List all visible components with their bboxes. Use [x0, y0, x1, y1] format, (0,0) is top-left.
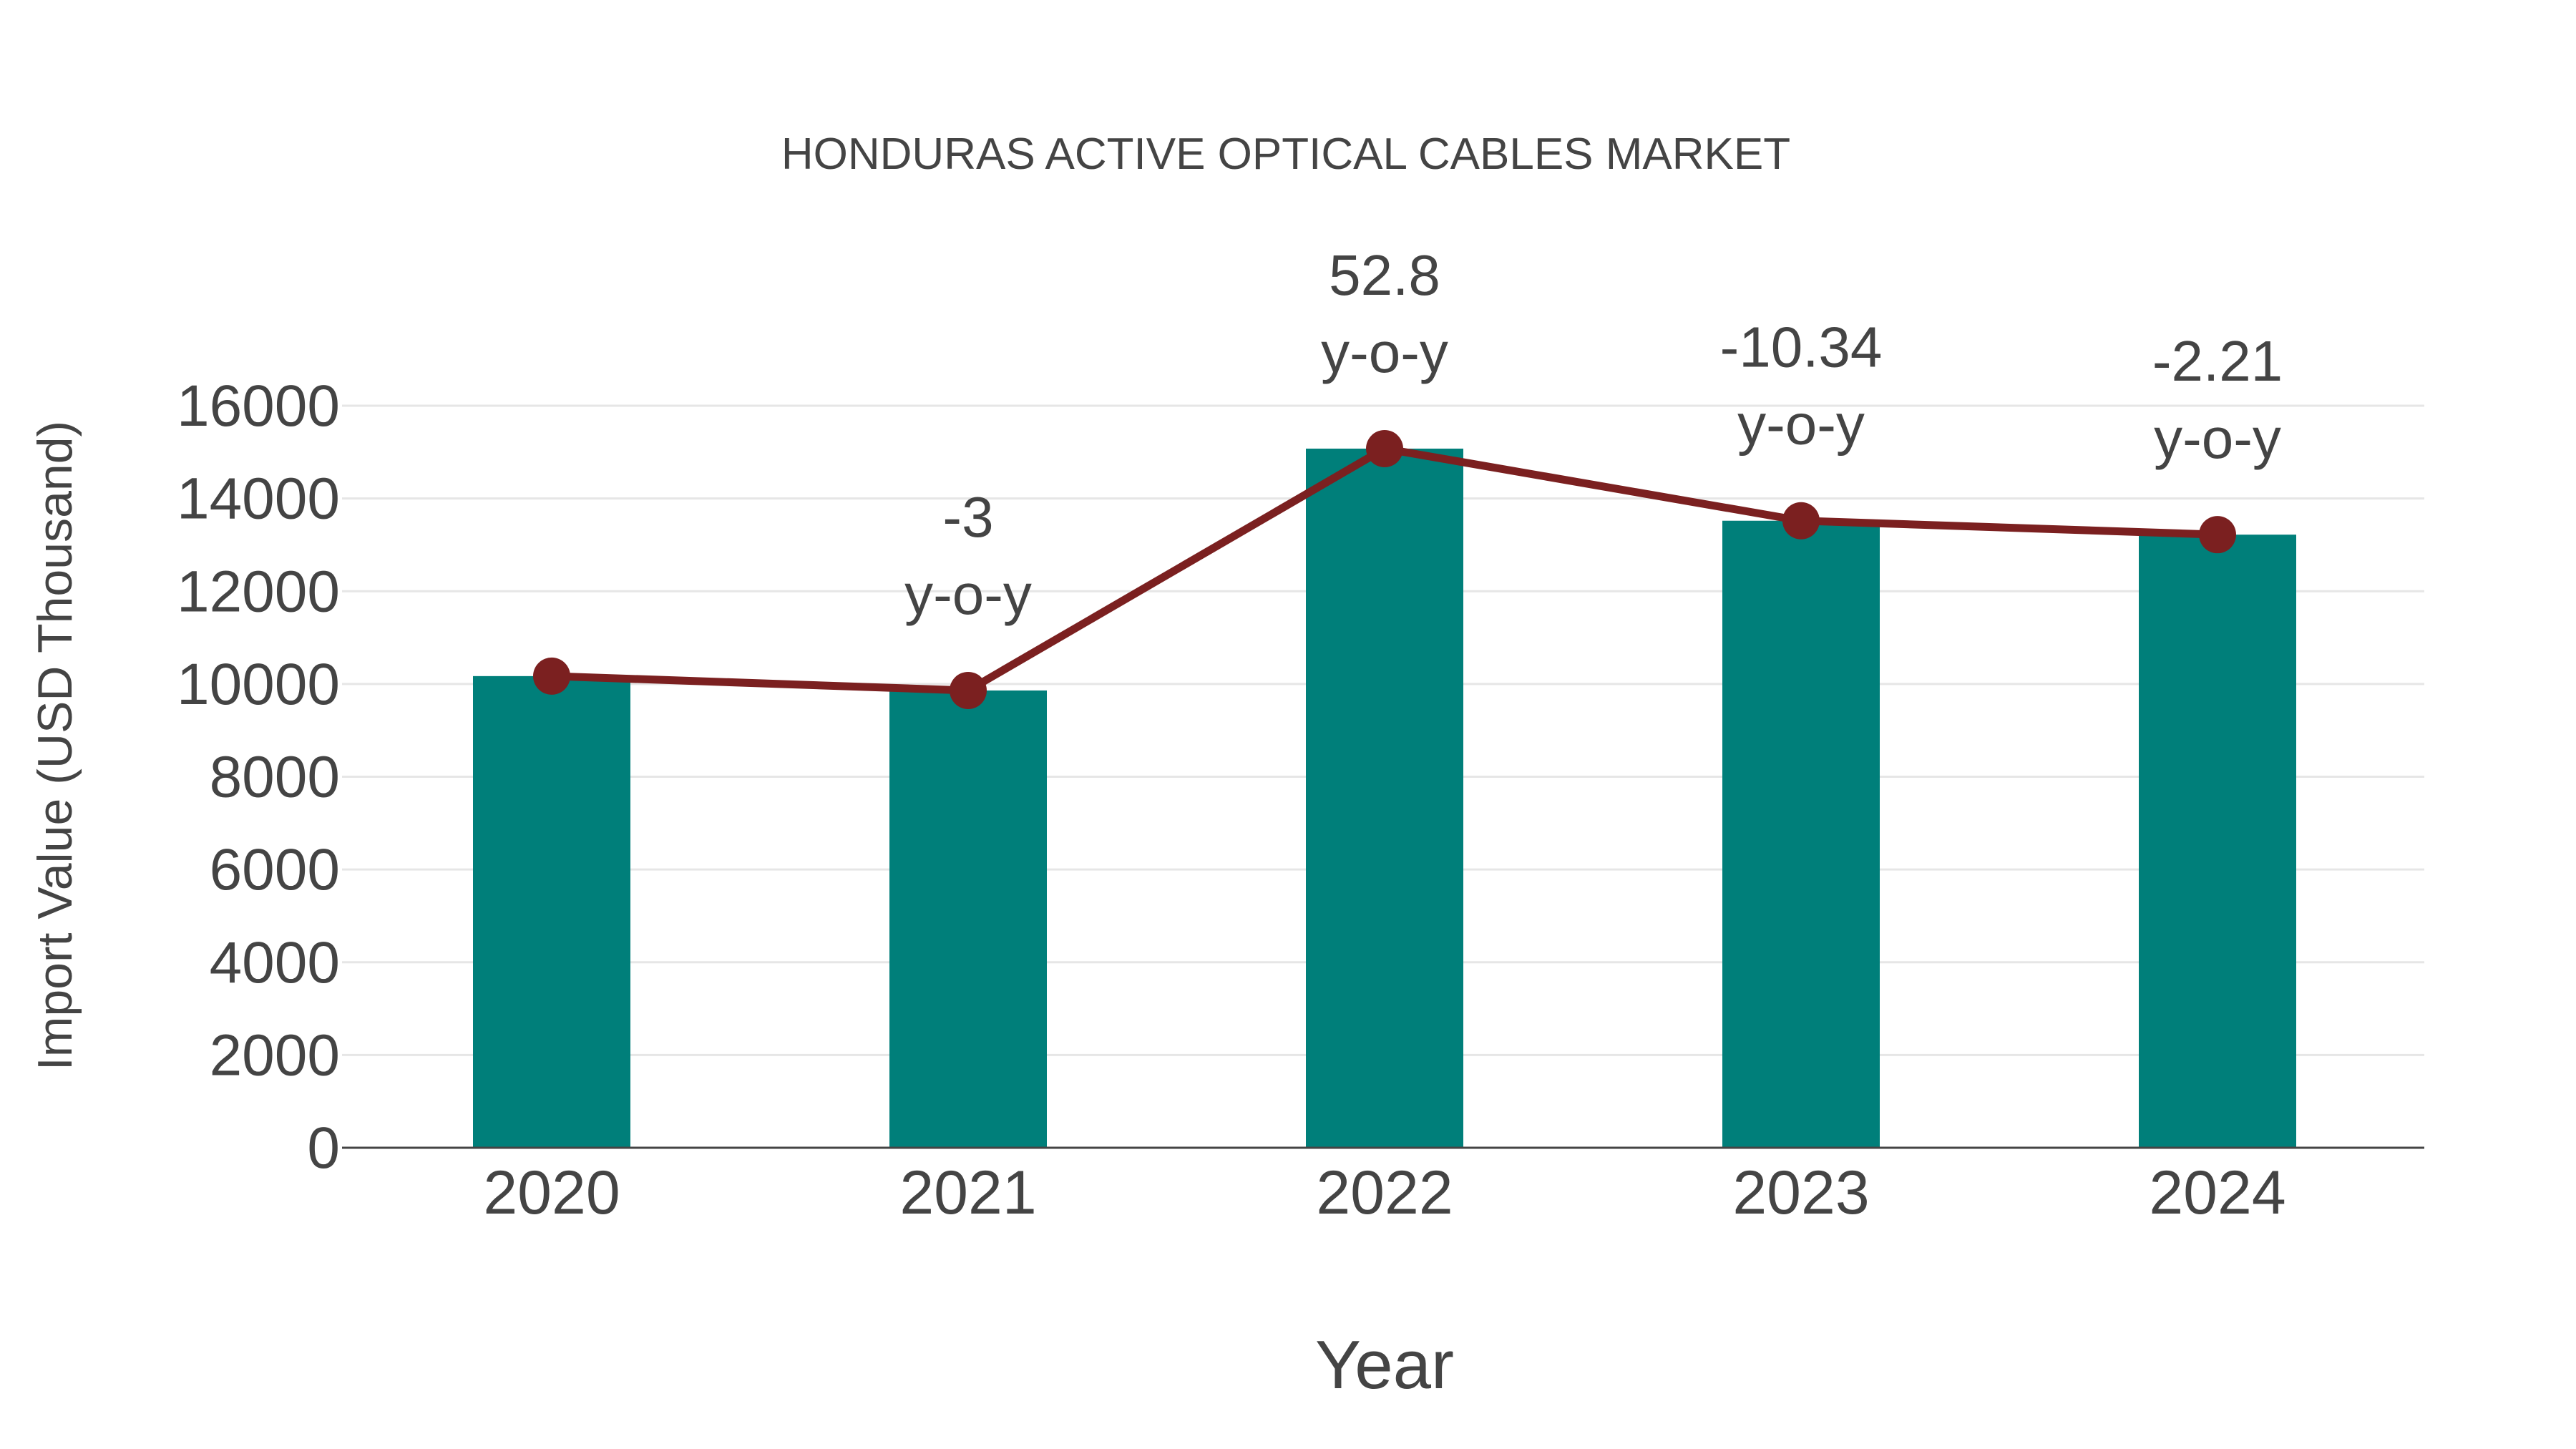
yoy-value: 52.8: [1329, 243, 1440, 307]
x-axis-label: Year: [1315, 1327, 1454, 1403]
x-tick-label: 2022: [1316, 1158, 1453, 1227]
bar-2020: [473, 675, 630, 1148]
bar-2024: [2139, 535, 2296, 1148]
x-tick-label: 2023: [1732, 1158, 1869, 1227]
bar-2023: [1722, 520, 1880, 1148]
y-tick-label: 6000: [210, 837, 340, 902]
x-tick-label: 2024: [2149, 1158, 2285, 1227]
chart-title: HONDURAS ACTIVE OPTICAL CABLES MARKET: [781, 130, 1791, 179]
x-axis-ticks: 2020 2021 2022 2023 2024: [483, 1158, 2285, 1227]
bar-2021: [889, 690, 1047, 1148]
yoy-suffix: y-o-y: [2154, 406, 2281, 470]
yoy-suffix: y-o-y: [904, 562, 1032, 626]
bar-2022: [1306, 448, 1463, 1148]
yoy-value: -3: [942, 485, 993, 549]
yoy-value: -2.21: [2152, 329, 2283, 393]
bar-series: [473, 448, 2296, 1148]
yoy-value: -10.34: [1720, 316, 1883, 379]
yoy-annotations: -3 y-o-y 52.8 y-o-y -10.34 y-o-y -2.21 y-o-y: [904, 243, 2283, 626]
yoy-suffix: y-o-y: [1737, 393, 1865, 457]
trend-marker: [950, 671, 987, 709]
x-tick-label: 2021: [899, 1158, 1036, 1227]
y-tick-label: 2000: [210, 1023, 340, 1088]
trend-marker: [2199, 516, 2236, 554]
x-tick-label: 2020: [483, 1158, 620, 1227]
line-series: [533, 429, 2236, 709]
y-tick-label: 10000: [177, 652, 340, 717]
y-axis-label: Import Value (USD Thousand): [28, 421, 82, 1070]
y-tick-label: 0: [307, 1116, 340, 1181]
trend-marker: [533, 657, 570, 695]
trend-marker: [1366, 429, 1403, 467]
y-axis-ticks: 0 2000 4000 6000 8000 10000 12000 14000 16000: [177, 374, 340, 1181]
trend-marker: [1782, 502, 1820, 540]
y-tick-label: 16000: [177, 374, 340, 439]
y-tick-label: 12000: [177, 559, 340, 624]
yoy-suffix: y-o-y: [1321, 321, 1448, 384]
y-tick-label: 14000: [177, 467, 340, 532]
y-tick-label: 8000: [210, 745, 340, 810]
y-tick-label: 4000: [210, 930, 340, 995]
